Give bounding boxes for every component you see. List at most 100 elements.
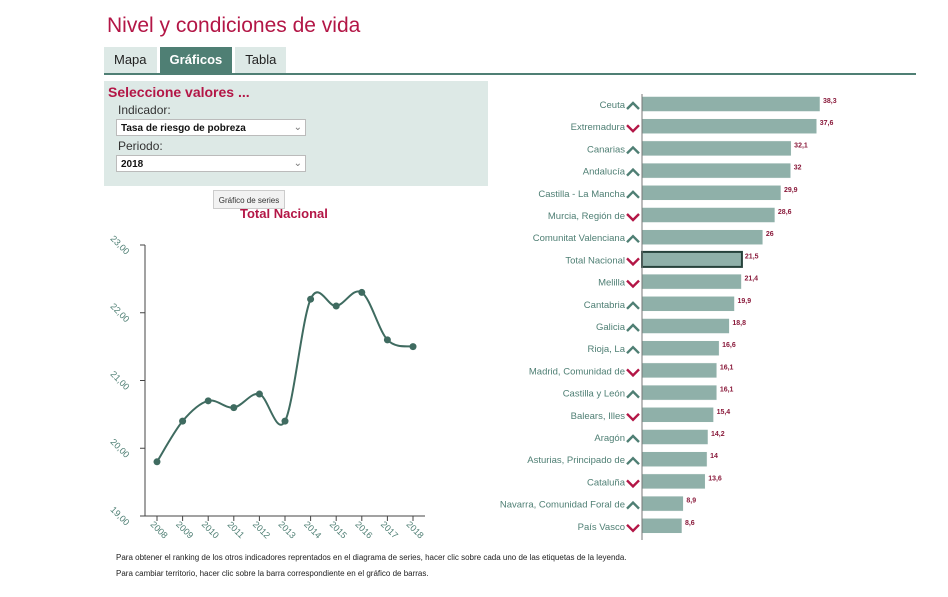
- period-select[interactable]: 2018 ⌄: [116, 155, 306, 172]
- selector-panel: Seleccione valores ... Indicador: Tasa d…: [104, 81, 488, 186]
- trend-down-icon: [626, 479, 640, 489]
- page-title: Nivel y condiciones de vida: [107, 14, 361, 37]
- trend-down-icon: [626, 213, 640, 222]
- value-label: 19,9: [737, 298, 751, 305]
- value-label: 32: [794, 165, 802, 172]
- value-label: 21,4: [744, 276, 758, 283]
- selector-title: Seleccione valores ...: [108, 84, 250, 100]
- value-label: 16,1: [720, 387, 734, 394]
- trend-up-icon: [626, 167, 640, 177]
- series-chart-tooltip: Gráfico de series: [213, 190, 285, 209]
- trend-down-icon: [626, 523, 640, 533]
- value-label: 21,5: [745, 253, 759, 260]
- category-label: Castilla y León: [563, 389, 625, 400]
- trend-up-icon: [626, 434, 640, 443]
- tab-tabla[interactable]: Tabla: [235, 47, 287, 73]
- trend-down-icon: [626, 279, 640, 289]
- value-label: 13,6: [708, 475, 722, 482]
- trend-down-icon: [626, 368, 640, 378]
- value-label: 37,6: [820, 120, 834, 127]
- bar: [641, 473, 706, 490]
- bar: [641, 96, 821, 112]
- value-label: 26: [766, 231, 774, 238]
- bar: [641, 229, 764, 245]
- category-label: Galicia: [596, 322, 626, 333]
- bar: [641, 185, 782, 201]
- value-label: 32,1: [794, 142, 808, 149]
- category-label: País Vasco: [578, 522, 625, 533]
- trend-up-icon: [626, 234, 640, 244]
- value-label: 8,9: [686, 498, 696, 505]
- bar: [641, 451, 708, 467]
- period-select-value: 2018: [121, 159, 144, 170]
- value-label: 38,3: [823, 98, 837, 105]
- chevron-down-icon: ⌄: [293, 122, 302, 133]
- trend-up-icon: [626, 389, 640, 399]
- trend-up-icon: [626, 101, 640, 110]
- indicator-label: Indicador:: [118, 103, 171, 117]
- category-label: Cantabria: [584, 300, 626, 311]
- tab-mapa[interactable]: Mapa: [104, 47, 157, 73]
- value-label: 28,6: [778, 209, 792, 216]
- category-label: Murcia, Región de: [548, 211, 625, 222]
- bar: [641, 340, 720, 356]
- tab-graficos[interactable]: Gráficos: [159, 47, 233, 73]
- bar: [641, 518, 683, 534]
- value-label: 16,6: [722, 342, 736, 349]
- trend-down-icon: [626, 412, 640, 422]
- bar: [641, 140, 792, 157]
- category-label: Asturias, Principado de: [527, 455, 625, 466]
- category-label: Canarias: [587, 144, 625, 155]
- note-ranking: Para obtener el ranking de los otros ind…: [116, 553, 627, 562]
- bar: [641, 407, 714, 423]
- value-label: 8,6: [685, 520, 695, 527]
- bar: [641, 207, 776, 223]
- category-label: Navarra, Comunidad Foral de: [500, 500, 625, 511]
- tab-divider: [104, 73, 916, 75]
- value-label: 18,8: [732, 320, 746, 327]
- line-chart-title: Total Nacional: [240, 206, 328, 221]
- tab-bar: Mapa Gráficos Tabla: [104, 47, 287, 73]
- category-label: Andalucía: [583, 167, 626, 178]
- value-label: 16,1: [720, 364, 734, 371]
- period-label: Periodo:: [118, 139, 163, 153]
- value-label: 29,9: [784, 187, 798, 194]
- trend-up-icon: [626, 345, 640, 355]
- bar: [641, 162, 791, 179]
- category-label: Rioja, La: [588, 344, 626, 355]
- bar: [641, 362, 718, 379]
- bar: [641, 495, 684, 512]
- bar: [641, 250, 743, 268]
- bar: [641, 273, 742, 290]
- category-label: Melilla: [598, 278, 626, 289]
- bar: [641, 318, 730, 334]
- category-label: Madrid, Comunidad de: [529, 366, 625, 377]
- trend-down-icon: [626, 257, 640, 267]
- trend-up-icon: [626, 323, 640, 332]
- value-label: 14,2: [711, 431, 725, 438]
- trend-down-icon: [626, 124, 640, 133]
- trend-up-icon: [626, 500, 640, 510]
- category-label: Ceuta: [600, 100, 626, 111]
- category-label: Total Nacional: [565, 255, 625, 266]
- note-territory: Para cambiar territorio, hacer clic sobr…: [116, 569, 429, 578]
- value-label: 15,4: [717, 409, 731, 416]
- trend-up-icon: [626, 456, 640, 466]
- bar: [641, 429, 709, 445]
- trend-up-icon: [626, 145, 640, 155]
- indicator-select-value: Tasa de riesgo de pobreza: [121, 123, 246, 134]
- bar: [641, 118, 817, 134]
- chevron-down-icon: ⌄: [293, 158, 302, 169]
- indicator-select[interactable]: Tasa de riesgo de pobreza ⌄: [116, 119, 306, 136]
- category-label: Extremadura: [571, 122, 626, 133]
- category-label: Balears, Illes: [571, 411, 626, 422]
- category-label: Aragón: [594, 433, 625, 444]
- category-label: Comunitat Valenciana: [533, 233, 626, 244]
- trend-up-icon: [626, 301, 640, 310]
- bar: [641, 384, 718, 401]
- bar: [641, 296, 735, 312]
- trend-up-icon: [626, 190, 640, 199]
- category-label: Cataluña: [587, 477, 626, 488]
- category-label: Castilla - La Mancha: [538, 189, 625, 200]
